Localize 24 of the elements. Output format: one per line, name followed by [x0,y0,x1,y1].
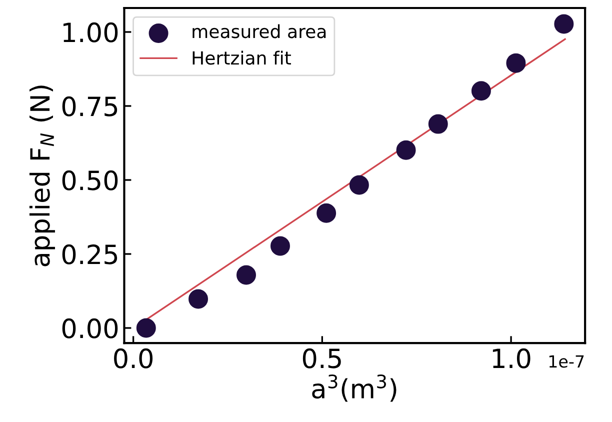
x-axis-title: a$^{3}$(m$^{3}$) [312,374,396,402]
point [349,175,369,195]
point [506,53,526,73]
point [428,114,448,134]
point [188,289,208,309]
point [316,203,336,223]
point [236,265,256,285]
x-tick-label: 1.0 [492,348,530,368]
x-tick-label: 0.5 [302,348,341,368]
y-tick-label: 0.00 [62,318,118,338]
x-tick-label: 0.0 [114,348,153,368]
point [270,236,290,256]
point [554,14,574,34]
point [396,140,416,160]
legend-label: measured area [192,24,326,38]
y-tick-label: 0.25 [62,244,118,264]
point [471,81,491,101]
text: 1e-7 [549,355,584,368]
y-tick-label: 1.00 [64,22,118,42]
legend-label: Hertzian fit [192,50,291,65]
y-tick-label: 0.50 [62,170,118,190]
y-tick-label: 0.75 [62,96,118,116]
point [136,318,156,338]
y-axis-title: applied F$_{N}$ (N) [29,86,56,266]
